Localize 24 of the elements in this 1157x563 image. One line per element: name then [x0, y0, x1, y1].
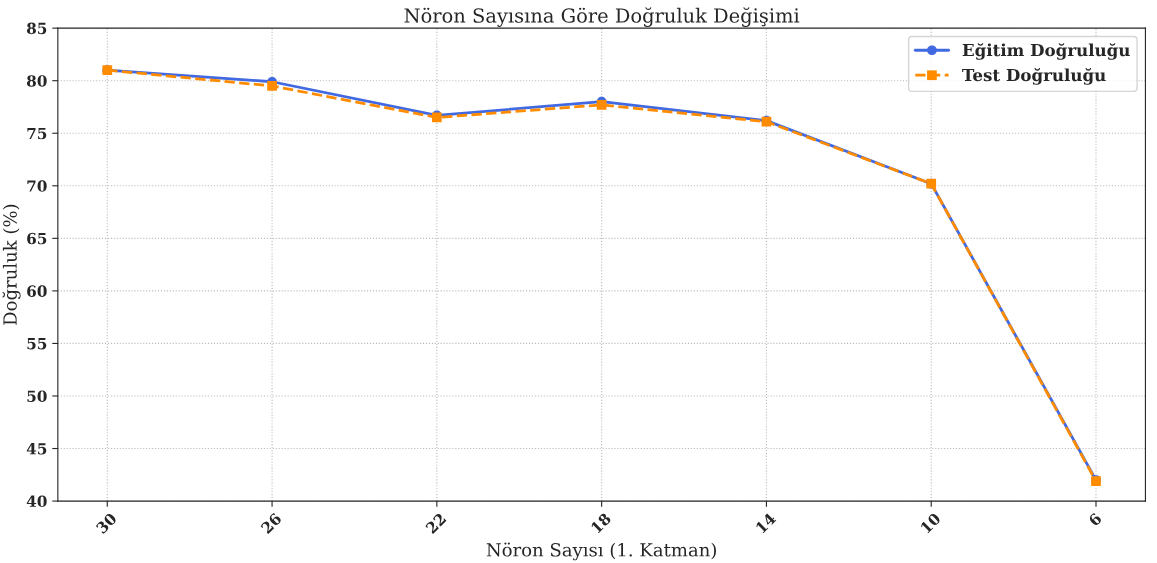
x-tick-label: 22 — [425, 512, 447, 535]
point — [596, 100, 607, 110]
x-tick-label: 10 — [919, 512, 942, 534]
legend-label: Test Doğruluğu — [962, 68, 1106, 85]
legend-label: Eğitim Doğruluğu — [962, 43, 1130, 60]
x-tick-label: 18 — [590, 512, 612, 534]
chart-title: Nöron Sayısına Göre Doğruluk Değişimi — [404, 7, 800, 27]
x-axis-title: Nöron Sayısı (1. Katman) — [486, 542, 716, 561]
y-tick-label: 65 — [27, 232, 47, 245]
y-tick-label: 50 — [27, 390, 47, 402]
y-tick-label: 45 — [26, 442, 47, 455]
y-tick-label: 40 — [26, 495, 47, 508]
y-tick-label: 80 — [26, 75, 47, 87]
y-tick-label: 60 — [27, 285, 47, 297]
y-tick-label: 85 — [26, 22, 47, 35]
x-tick-label: 26 — [260, 512, 283, 535]
x-tick-label: 14 — [755, 512, 777, 534]
x-tick-label: 6 — [1087, 512, 1103, 527]
y-tick-label: 75 — [27, 127, 47, 140]
x-tick-label: 30 — [95, 512, 118, 535]
y-tick-label: 70 — [27, 180, 47, 192]
point — [267, 81, 277, 91]
y-axis-title: Doğruluk (%) — [2, 204, 21, 325]
y-tick-label: 55 — [27, 338, 47, 350]
